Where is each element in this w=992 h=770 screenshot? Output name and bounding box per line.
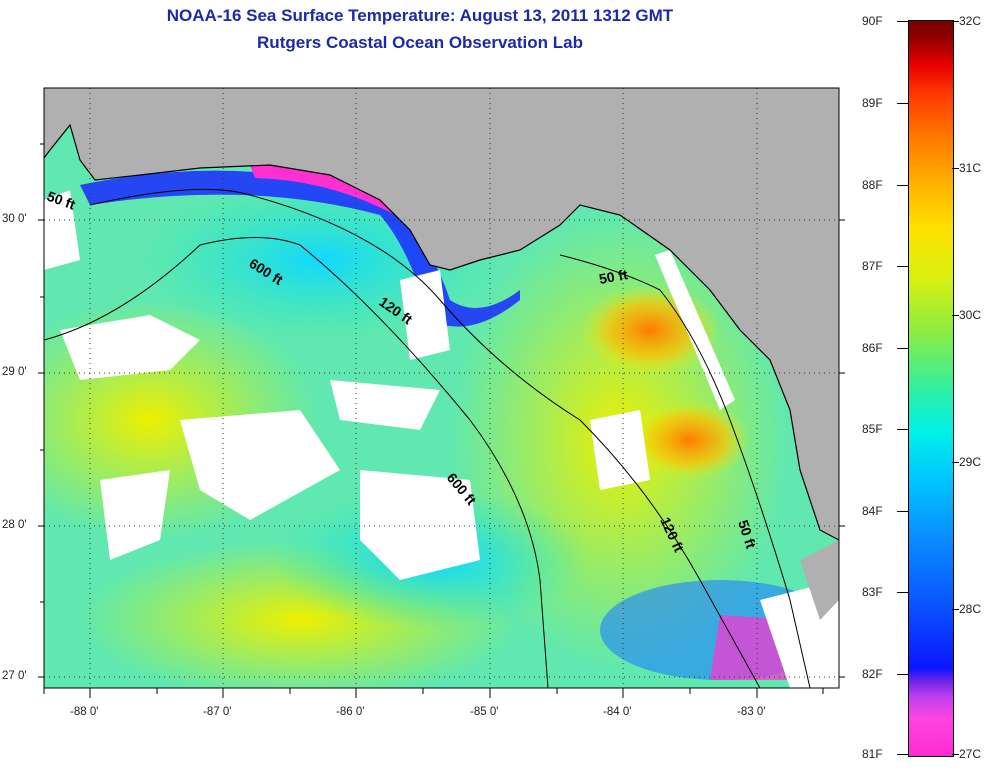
latitude-label: 28 0' — [2, 519, 27, 531]
cloud-cover — [180, 410, 340, 520]
colorbar-fahrenheit-label: 86F — [862, 341, 883, 355]
colorbar-celsius-label: 28C — [959, 602, 982, 616]
cold-coastal-band — [80, 170, 520, 327]
map-frame — [43, 87, 840, 689]
cloud-cover — [60, 315, 200, 380]
colorbar-celsius-label: 32C — [959, 14, 982, 28]
colorbar-fahrenheit-label: 90F — [862, 14, 883, 28]
colorbar-celsius-label: 30C — [959, 308, 982, 322]
colorbar-celsius-label: 27C — [959, 747, 982, 761]
cloud-cover — [360, 470, 480, 580]
temperature-colorbar — [908, 20, 954, 757]
land-mass — [800, 540, 839, 620]
coastline — [44, 123, 839, 541]
colorbar-fahrenheit-label: 85F — [862, 422, 883, 436]
axis-ticks — [38, 143, 845, 698]
longitude-label: -84 0' — [603, 706, 632, 718]
contour-label: 50 ft — [598, 266, 629, 287]
longitude-label: -83 0' — [737, 706, 766, 718]
depth-contour-600ft — [44, 237, 549, 688]
latitude-label: 27 0' — [2, 670, 27, 682]
cloud-cover — [400, 270, 450, 360]
cloud-cover — [330, 380, 440, 430]
cloud-cover — [655, 250, 735, 410]
cold-coastal-band — [250, 164, 400, 215]
cloud-cover — [44, 190, 80, 270]
longitude-label: -86 0' — [336, 706, 365, 718]
latitude-label: 29 0' — [2, 366, 27, 378]
colorbar-fahrenheit-label: 82F — [862, 667, 883, 681]
longitude-label: -85 0' — [470, 706, 499, 718]
colorbar-fahrenheit-label: 83F — [862, 585, 883, 599]
land-mass — [44, 88, 839, 540]
colorbar-celsius-label: 29C — [959, 455, 982, 469]
sst-map: 50 ft 600 ft 120 ft 50 ft 600 ft 120 ft … — [38, 87, 845, 698]
chart-title: NOAA-16 Sea Surface Temperature: August … — [166, 6, 674, 25]
longitude-label: -88 0' — [70, 706, 99, 718]
colorbar-fahrenheit-label: 81F — [862, 747, 883, 761]
colorbar-fahrenheit-label: 88F — [862, 178, 883, 192]
colorbar-fahrenheit-label: 87F — [862, 259, 883, 273]
latitude-label: 30 0' — [2, 213, 27, 225]
cloud-cover — [590, 410, 650, 490]
depth-contour-120ft — [89, 188, 761, 688]
longitude-label: -87 0' — [203, 706, 232, 718]
colorbar-fahrenheit-label: 84F — [862, 504, 883, 518]
grid-lines — [44, 88, 839, 688]
map-plot-area — [44, 88, 839, 688]
cloud-cover — [100, 470, 170, 560]
warm-water-patch — [630, 400, 750, 480]
chart-subtitle: Rutgers Coastal Ocean Observation Lab — [257, 33, 583, 52]
depth-contour-50ft — [559, 254, 811, 688]
colorbar-celsius-label: 31C — [959, 161, 982, 175]
colorbar-fahrenheit-label: 89F — [862, 96, 883, 110]
